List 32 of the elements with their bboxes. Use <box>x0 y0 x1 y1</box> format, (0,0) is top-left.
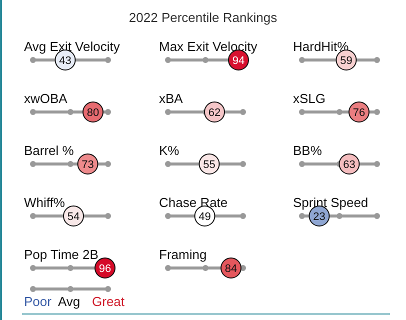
data-label: 94 <box>232 55 245 67</box>
category-label: Max Exit Velocity <box>159 39 258 54</box>
category-label: HardHit% <box>293 39 350 54</box>
data-label: 55 <box>203 159 216 171</box>
text: Avg <box>58 294 80 309</box>
text: 2022 Percentile Rankings <box>128 10 278 25</box>
category-label: Framing <box>159 247 207 262</box>
category-label: Chase Rate <box>159 195 228 210</box>
data-label: 49 <box>198 211 211 223</box>
data-label: 54 <box>67 211 80 223</box>
category-label: Sprint Speed <box>293 195 368 210</box>
data-label: 63 <box>343 159 356 171</box>
category-label: BB% <box>293 143 322 158</box>
category-label: Avg Exit Velocity <box>24 39 120 54</box>
category-label: Whiff% <box>24 195 66 210</box>
category-label: xBA <box>159 91 184 106</box>
category-label: xSLG <box>293 91 326 106</box>
data-label: 96 <box>98 263 112 275</box>
data-label: 23 <box>313 211 326 223</box>
category-label: xwOBA <box>24 91 68 106</box>
category-label: Pop Time 2B <box>24 247 98 262</box>
text: Great <box>92 294 125 309</box>
data-label: 43 <box>59 55 72 67</box>
category-label: Barrel % <box>24 143 74 158</box>
data-label: 73 <box>82 159 94 171</box>
data-label: 80 <box>86 107 100 119</box>
data-label: 76 <box>352 107 366 119</box>
text: Poor <box>24 294 52 309</box>
data-label: 84 <box>224 263 238 275</box>
data-label: 62 <box>208 107 221 119</box>
data-label: 59 <box>340 55 352 67</box>
category-label: K% <box>159 143 180 158</box>
